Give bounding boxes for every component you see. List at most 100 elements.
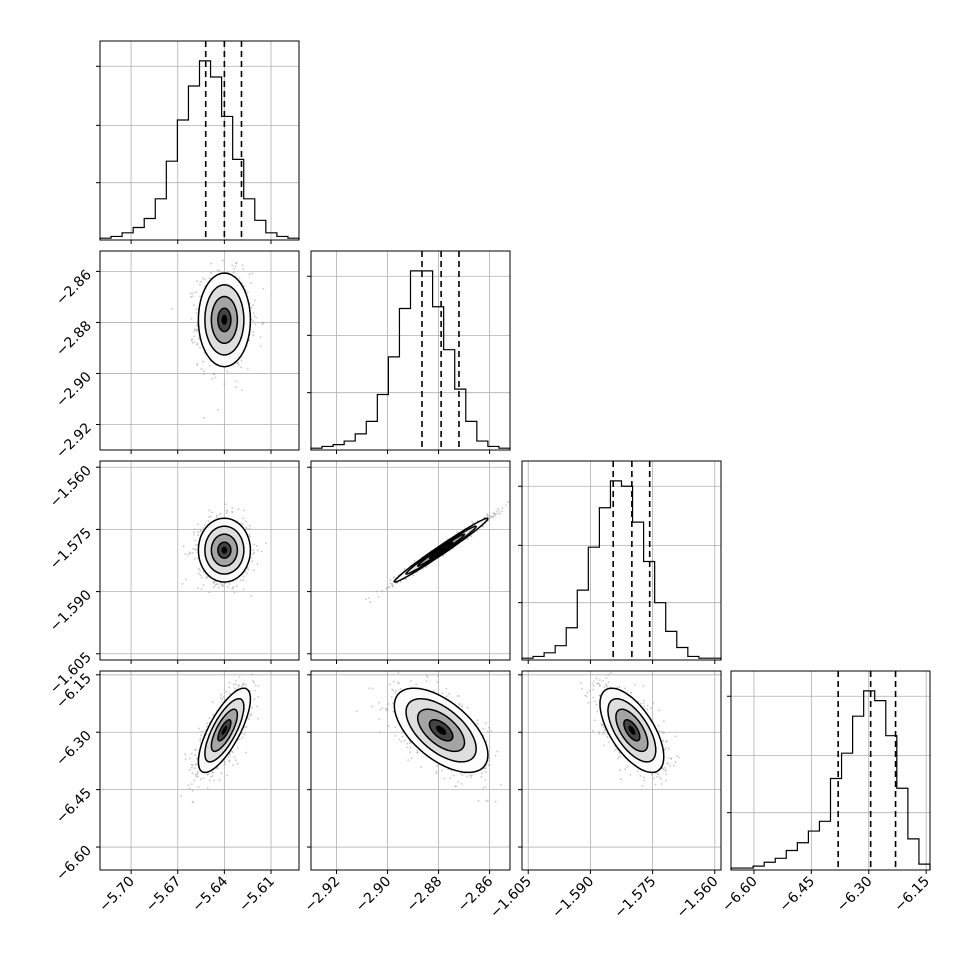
sample-point [215,516,218,518]
sample-point [386,709,389,712]
sample-point [195,548,198,551]
sample-point [254,689,257,692]
sample-point [441,769,443,772]
sample-point [249,524,251,527]
x-tick-label: −5.61 [236,874,278,916]
sample-point [500,783,502,786]
sample-point [228,681,231,684]
sample-point [495,510,498,513]
sample-point [214,584,217,587]
sample-point [180,795,182,797]
sample-point [208,591,211,594]
sample-point [211,771,214,773]
sample-point [242,267,245,270]
sample-point [191,789,194,792]
sample-point [193,748,196,751]
sample-point [355,710,358,713]
sample-point [365,598,367,601]
sample-point [406,742,409,745]
sample-point [252,304,255,306]
sample-point [202,360,205,363]
sample-point [228,686,231,688]
sample-point [603,686,606,688]
sample-point [643,699,645,702]
sample-point [435,772,438,775]
sample-point [487,731,489,733]
sample-point [492,515,495,518]
sample-point [658,730,661,732]
sample-point [617,757,620,760]
sample-point [191,552,194,554]
sample-point [203,524,206,527]
sample-point [256,705,259,708]
sample-point [497,512,500,515]
sample-point [220,693,223,696]
sample-point [194,539,197,542]
sample-point [484,799,487,802]
sample-point [482,787,485,789]
sample-point [629,774,632,776]
sample-point [397,671,400,674]
x-tick-label: −2.88 [404,874,446,916]
sample-point [252,312,255,315]
scatter-panel-1-0: −2.92−2.90−2.88−2.86 [53,250,300,462]
sample-point [213,586,215,589]
sample-point [476,722,479,725]
sample-point [250,282,252,284]
sample-point [212,779,215,782]
sample-point [435,770,438,773]
sample-point [652,702,655,704]
sample-point [248,718,251,721]
sample-point [416,749,418,752]
y-tick-label: −6.30 [53,728,95,770]
sample-point [197,567,200,570]
sample-point [197,770,200,773]
sample-point [232,751,235,754]
sample-point [187,553,190,556]
sample-point [223,383,226,385]
sample-point [229,753,231,756]
sample-point [221,259,224,262]
y-tick-label: −1.590 [47,587,95,635]
sample-point [189,757,191,760]
sample-point [208,717,211,720]
sample-point [410,757,413,760]
sample-point [218,514,221,516]
sample-point [209,515,212,518]
sample-point [619,755,622,758]
sample-point [253,681,256,684]
sample-point [191,764,194,767]
contour-line [217,307,232,333]
sample-point [392,576,395,579]
sample-point [199,569,201,572]
sample-point [379,731,381,733]
sample-point [409,751,412,754]
sample-point [407,759,409,762]
sample-point [210,262,212,265]
sample-point [196,325,199,327]
sample-point [461,774,464,777]
sample-point [603,744,605,747]
sample-point [198,727,200,730]
sample-point [194,328,196,330]
sample-point [227,586,229,588]
sample-point [195,749,198,752]
axes-frame [310,250,511,451]
sample-point [665,741,667,744]
sample-point [219,696,222,699]
sample-point [371,705,374,708]
sample-point [470,776,472,779]
sample-point [238,676,241,678]
sample-point [242,523,244,526]
sample-point [216,409,219,411]
sample-point [211,511,214,514]
sample-point [181,582,184,585]
axes-frame [521,460,722,661]
sample-point [497,509,500,512]
sample-point [460,772,462,775]
sample-point [200,368,203,371]
sample-point [203,373,205,375]
sample-point [388,683,391,686]
sample-point [218,779,221,782]
sample-point [240,360,243,362]
